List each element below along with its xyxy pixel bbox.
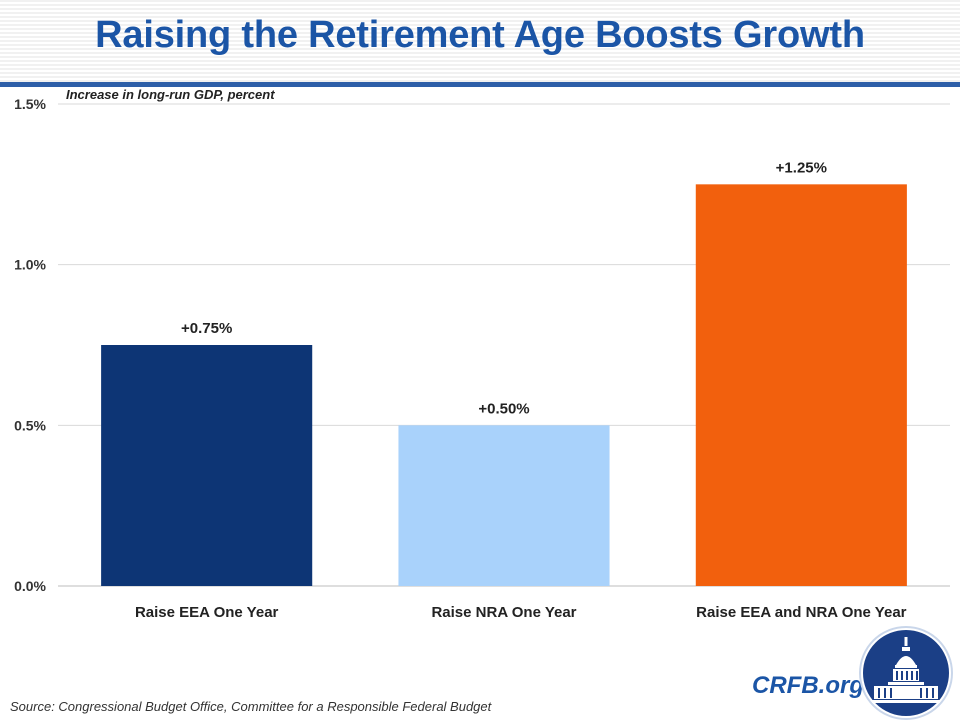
bar: [398, 425, 610, 586]
y-tick-label: 1.5%: [14, 96, 46, 112]
title-band: [0, 0, 960, 82]
source-note: Source: Congressional Budget Office, Com…: [10, 699, 492, 714]
data-label: +0.50%: [478, 400, 529, 417]
x-tick-label: Raise NRA One Year: [431, 604, 576, 621]
x-tick-label: Raise EEA One Year: [135, 604, 279, 621]
x-axis-ticks: Raise EEA One Year Raise NRA One Year Rais…: [135, 604, 907, 621]
chart-title: Raising the Retirement Age Boosts Growth: [95, 14, 865, 56]
data-label: +1.25%: [776, 159, 827, 176]
title-divider: [0, 82, 960, 87]
bar: [695, 184, 907, 587]
bar: [101, 345, 313, 586]
bars: [101, 184, 907, 587]
y-tick-label: 0.5%: [14, 417, 46, 433]
y-tick-label: 1.0%: [14, 257, 46, 273]
data-label: +0.75%: [181, 320, 232, 337]
x-tick-label: Raise EEA and NRA One Year: [696, 604, 907, 621]
y-tick-label: 0.0%: [14, 578, 46, 594]
y-axis-label: Increase in long-run GDP, percent: [66, 87, 275, 102]
brand-link[interactable]: CRFB.org: [752, 672, 864, 699]
capitol-seal-icon: [859, 626, 953, 720]
y-axis-ticks: 0.0% 0.5% 1.0% 1.5%: [14, 96, 46, 594]
data-labels: +0.75% +0.50% +1.25%: [181, 159, 827, 417]
